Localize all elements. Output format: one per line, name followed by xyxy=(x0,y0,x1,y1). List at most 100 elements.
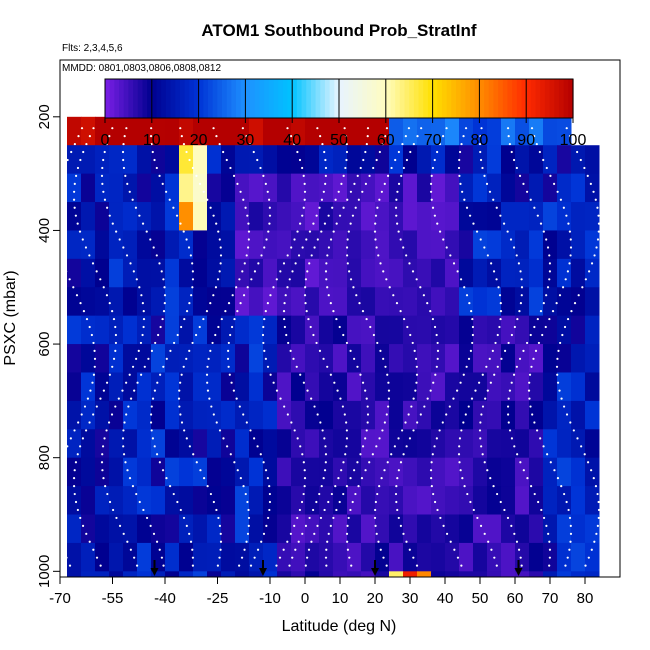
heatmap-cell xyxy=(431,116,446,146)
flight-track-point xyxy=(416,421,419,424)
flight-track-point xyxy=(348,556,351,559)
heatmap-cell xyxy=(277,372,292,402)
heatmap-cell xyxy=(207,457,222,487)
flight-track-point xyxy=(385,564,388,567)
colorbar-tick-label: 20 xyxy=(190,132,208,149)
heatmap-cell xyxy=(515,571,530,577)
flight-track-point xyxy=(415,373,419,376)
flight-track-point xyxy=(456,389,459,392)
flight-track-point xyxy=(267,230,270,233)
flight-track-point xyxy=(139,341,143,345)
flight-track-point xyxy=(405,158,409,162)
flight-track-point xyxy=(532,357,535,360)
heatmap-cell xyxy=(487,173,502,203)
heatmap-cell xyxy=(347,315,362,345)
flight-track-point xyxy=(308,516,311,520)
flight-track-point xyxy=(436,357,439,360)
heatmap-cell xyxy=(109,202,124,231)
heatmap-cell xyxy=(291,429,306,459)
heatmap-cell xyxy=(305,287,320,317)
flight-track-point xyxy=(297,540,300,543)
heatmap-cell xyxy=(305,400,320,430)
x-tick-label: 80 xyxy=(577,590,594,607)
flight-track-point xyxy=(219,262,222,265)
heatmap-cell xyxy=(585,145,600,175)
flight-track-point xyxy=(346,548,350,551)
flight-track-point xyxy=(150,349,154,352)
flight-track-point xyxy=(438,230,442,233)
flight-track-point xyxy=(264,469,268,472)
colorbar-segment xyxy=(399,79,406,118)
heatmap-cell xyxy=(333,542,348,572)
flight-track-point xyxy=(191,270,194,273)
flight-track-point xyxy=(219,254,223,257)
flight-track-point xyxy=(429,310,432,313)
colorbar-segment xyxy=(109,79,115,118)
heatmap-cell xyxy=(403,230,418,260)
heatmap-cell xyxy=(473,173,488,203)
heatmap-cell xyxy=(361,202,376,231)
flight-track-point xyxy=(74,500,78,504)
heatmap-cell xyxy=(473,344,488,373)
flight-track-point xyxy=(111,127,114,130)
heatmap-cell xyxy=(95,315,110,345)
flight-track-point xyxy=(227,302,231,305)
heatmap-cell xyxy=(473,315,488,345)
heatmap-cell xyxy=(291,344,306,373)
flight-track-point xyxy=(308,262,311,265)
flight-track-point xyxy=(508,429,512,432)
flight-track-point xyxy=(185,238,188,241)
flight-track-point xyxy=(145,230,148,233)
flight-track-point xyxy=(161,317,164,321)
heatmap-cell xyxy=(557,287,572,317)
x-tick-label: -70 xyxy=(49,590,71,607)
flight-track-point xyxy=(290,421,293,424)
y-tick-label: 200 xyxy=(36,104,53,129)
flight-track-point xyxy=(63,166,66,170)
flight-track-point xyxy=(228,373,231,376)
heatmap-cell xyxy=(319,571,334,577)
flight-track-point xyxy=(150,127,153,130)
flight-track-point xyxy=(101,453,104,456)
flight-track-point xyxy=(549,174,552,177)
heatmap-cell xyxy=(207,429,222,459)
flight-track-point xyxy=(561,333,564,337)
flight-track-point xyxy=(188,445,191,448)
heatmap-cell xyxy=(151,173,166,203)
flight-track-point xyxy=(434,373,437,376)
colorbar-segment xyxy=(427,79,434,118)
flight-track-point xyxy=(320,230,323,233)
heatmap-cell xyxy=(235,230,250,260)
heatmap-cell xyxy=(305,429,320,459)
heatmap-cell xyxy=(473,230,488,260)
heatmap-cell xyxy=(235,173,250,203)
flight-track-point xyxy=(126,540,129,543)
flight-track-point xyxy=(55,477,57,479)
heatmap-cell xyxy=(305,145,320,175)
flight-track-point xyxy=(226,445,229,448)
flight-track-point xyxy=(220,317,223,321)
heatmap-cell xyxy=(165,116,180,146)
flight-track-point xyxy=(384,365,387,368)
flight-track-point xyxy=(286,286,289,289)
colorbar-segment xyxy=(175,79,181,118)
flight-track-point xyxy=(310,254,313,257)
flight-track-point xyxy=(374,508,377,512)
flight-track-point xyxy=(490,262,493,265)
heatmap-cell xyxy=(193,486,208,516)
flight-track-point xyxy=(483,174,486,177)
flight-track-point xyxy=(301,166,304,170)
flight-track-point xyxy=(471,325,475,329)
heatmap-cell xyxy=(487,258,502,288)
heatmap-cell xyxy=(501,230,516,260)
flight-track-point xyxy=(506,230,509,233)
flight-track-point xyxy=(475,230,479,233)
flight-track-point xyxy=(592,477,595,480)
heatmap-cell xyxy=(81,202,96,231)
flight-track-point xyxy=(209,492,213,496)
flight-track-point xyxy=(456,556,460,559)
heatmap-cell xyxy=(417,571,432,577)
heatmap-cell xyxy=(95,400,110,430)
heatmap-cell xyxy=(67,287,82,317)
heatmap-cell xyxy=(165,287,180,317)
